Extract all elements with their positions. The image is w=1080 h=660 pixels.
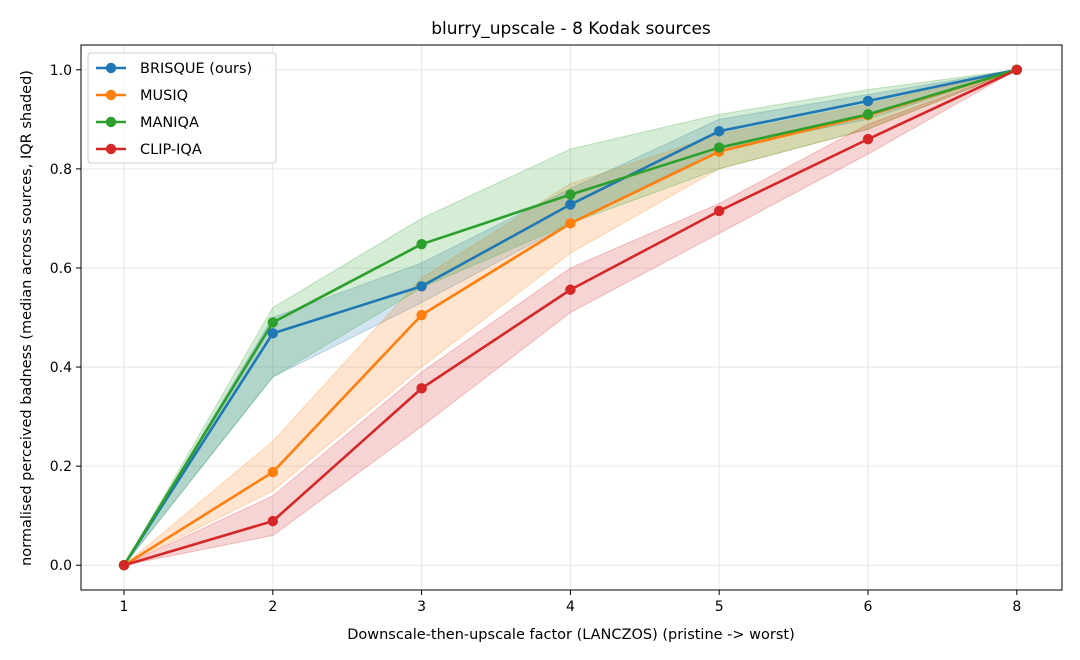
x-tick-label: 3 [417,599,426,615]
x-tick-label: 6 [864,599,873,615]
data-point-clip-iqa [862,133,874,145]
data-point-clip-iqa [416,383,427,394]
x-axis-ticks: 1 2 3 4 5 6 8 [120,590,1021,615]
data-point-musiq [267,466,278,478]
x-tick-label: 5 [715,599,724,615]
data-point-clip-iqa [714,205,725,217]
data-point-brisque-ours [714,126,725,137]
data-point-clip-iqa [118,560,130,571]
data-point-brisque-ours [862,95,874,107]
y-tick-label: 0.8 [50,162,72,178]
data-point-brisque-ours [416,281,427,292]
legend-label-brisque-ours: BRISQUE (ours) [140,61,252,77]
y-tick-label: 0.0 [50,558,72,574]
legend-label-maniqa: MANIQA [140,115,199,131]
chart-title: blurry_upscale - 8 Kodak sources [431,19,711,39]
data-point-maniqa [714,142,725,153]
data-point-maniqa [267,317,278,328]
legend-marker-clip-iqa [105,143,117,155]
data-point-maniqa [565,189,576,200]
data-point-brisque-ours [267,328,278,339]
y-axis-label: normalised perceived badness (median acr… [19,70,35,566]
data-point-musiq [416,309,427,321]
legend-box [87,52,277,164]
data-point-brisque-ours [565,199,576,210]
x-tick-label: 2 [268,599,277,615]
y-tick-label: 0.2 [50,459,72,475]
legend-marker-musiq [105,89,117,101]
data-point-clip-iqa [267,515,278,527]
legend-marker-maniqa [105,116,117,128]
y-tick-label: 1.0 [50,63,72,79]
x-tick-label: 8 [1012,599,1021,615]
y-tick-label: 0.4 [50,360,72,376]
data-point-musiq [565,218,576,229]
legend: BRISQUE (ours) MUSIQ MANIQA CLIP-IQA [87,52,277,164]
data-point-maniqa [416,238,427,250]
legend-marker-brisque-ours [105,62,117,74]
data-point-clip-iqa [565,284,576,295]
plot-frame [80,44,1063,591]
x-tick-label: 1 [120,599,129,615]
legend-label-musiq: MUSIQ [140,88,188,104]
data-point-maniqa [862,109,874,120]
data-point-clip-iqa [1011,64,1022,75]
y-tick-label: 0.6 [50,261,72,277]
x-tick-label: 4 [566,599,575,615]
x-axis-label: Downscale-then-upscale factor (LANCZOS) … [347,627,795,643]
y-axis-ticks: 0.0 0.2 0.4 0.6 0.8 1.0 [50,63,81,574]
series-points [118,64,1022,571]
legend-label-clip-iqa: CLIP-IQA [140,142,202,158]
